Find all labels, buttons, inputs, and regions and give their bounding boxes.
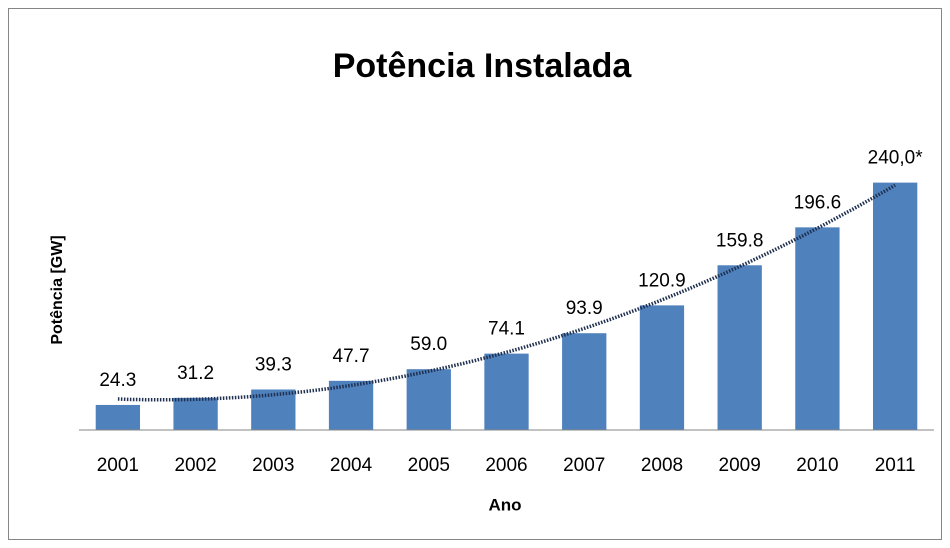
chart-frame — [8, 8, 942, 540]
bar — [872, 182, 918, 430]
bar — [406, 369, 451, 430]
x-tick-label: 2007 — [563, 455, 605, 476]
bar — [173, 397, 218, 430]
data-label: 24.3 — [99, 370, 136, 391]
x-tick-label: 2010 — [796, 455, 838, 476]
x-tick-label: 2006 — [485, 455, 527, 476]
data-label: 120.9 — [638, 270, 686, 291]
x-tick-label: 2001 — [97, 455, 139, 476]
x-tick-label: 2008 — [641, 455, 683, 476]
bar — [795, 227, 840, 430]
y-axis-label: Potência [GW] — [49, 235, 66, 344]
x-tick-label: 2002 — [174, 455, 216, 476]
data-label: 39.3 — [255, 355, 292, 376]
data-label: 59.0 — [410, 334, 447, 355]
data-label: 74.1 — [488, 319, 525, 340]
bar — [484, 353, 529, 430]
data-label: 196.6 — [794, 192, 842, 213]
bar — [95, 404, 141, 430]
data-label: 240,0* — [868, 148, 924, 169]
x-tick-label: 2004 — [330, 455, 373, 476]
bar — [639, 305, 685, 430]
chart-title: Potência Instalada — [333, 47, 633, 85]
trendline — [117, 183, 897, 402]
data-label: 47.7 — [333, 346, 370, 367]
bar — [328, 380, 374, 430]
bar — [251, 389, 296, 430]
x-tick-label: 2003 — [252, 455, 294, 476]
x-axis-label: Ano — [488, 495, 521, 514]
data-label: 93.9 — [566, 298, 603, 319]
x-tick-label: 2005 — [408, 455, 450, 476]
x-tick-label: 2009 — [719, 455, 761, 476]
data-label: 159.8 — [716, 230, 764, 251]
data-label: 31.2 — [177, 363, 214, 384]
bar — [717, 265, 762, 430]
x-tick-label: 2011 — [875, 455, 916, 476]
bar — [562, 333, 607, 430]
